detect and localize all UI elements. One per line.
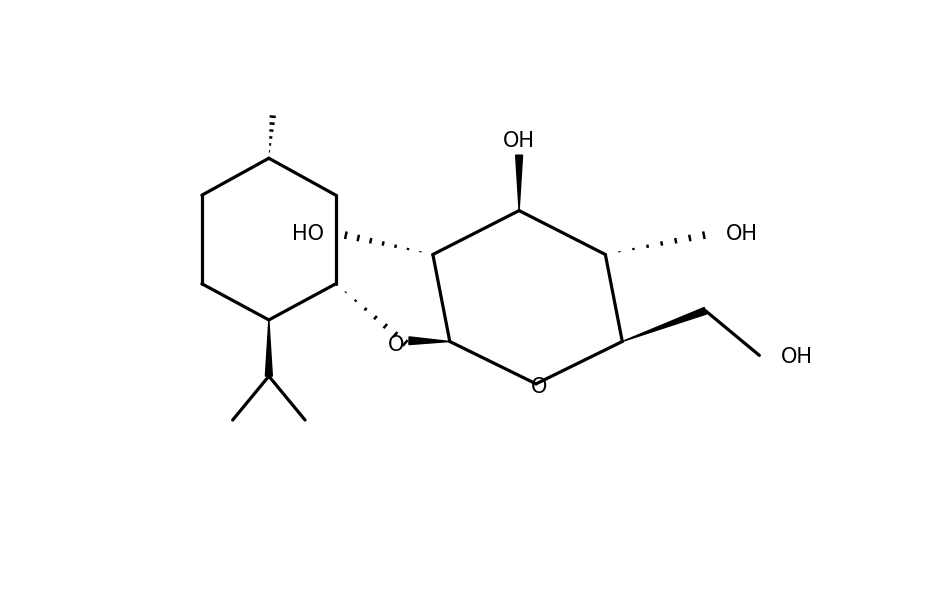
Text: O: O: [531, 377, 547, 397]
Text: O: O: [387, 335, 404, 355]
Polygon shape: [516, 155, 522, 211]
Text: OH: OH: [725, 224, 758, 244]
Polygon shape: [265, 320, 272, 376]
Polygon shape: [409, 337, 450, 344]
Polygon shape: [622, 307, 707, 341]
Text: OH: OH: [503, 131, 535, 151]
Text: HO: HO: [292, 224, 324, 244]
Text: OH: OH: [781, 347, 813, 367]
